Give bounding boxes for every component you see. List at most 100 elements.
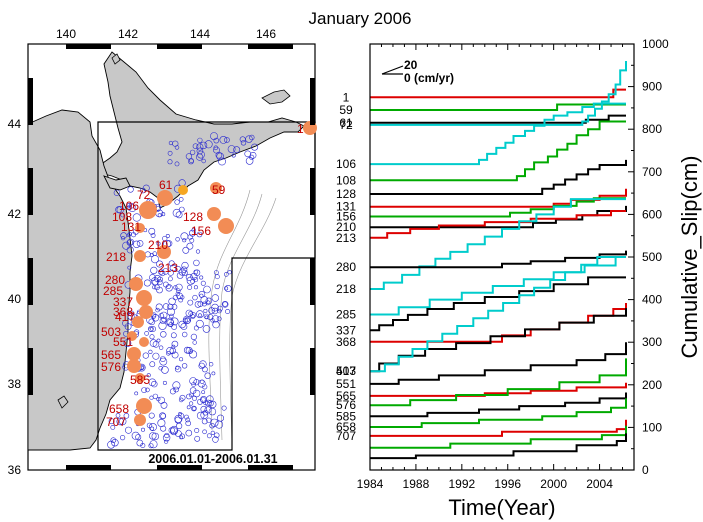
micro-quake (179, 206, 185, 213)
site-label: 210 (148, 238, 168, 252)
micro-quake (198, 290, 206, 298)
micro-quake (180, 232, 189, 241)
lat-tick-label: 44 (8, 117, 22, 131)
micro-quake (122, 241, 131, 250)
micro-quake (202, 409, 209, 416)
micro-quake (175, 283, 183, 291)
micro-quake (173, 285, 178, 290)
micro-quake (179, 394, 186, 401)
micro-quake (209, 400, 217, 409)
lat-tick-label: 38 (8, 377, 22, 391)
micro-quake (176, 288, 181, 294)
site-label: 106 (119, 199, 139, 213)
micro-quake (185, 429, 193, 437)
y-tick-label: 600 (642, 207, 662, 221)
site-label: 131 (121, 220, 141, 234)
micro-quake (188, 311, 194, 316)
site-label: 285 (103, 284, 123, 298)
micro-quake (181, 269, 188, 276)
micro-quake (217, 305, 223, 312)
micro-quake (159, 357, 168, 366)
micro-quake (210, 418, 219, 427)
micro-quake (162, 434, 171, 442)
micro-quake (192, 294, 198, 301)
micro-quake (189, 350, 198, 359)
micro-quake (174, 430, 182, 437)
micro-quake (190, 333, 197, 341)
micro-quake (178, 397, 184, 403)
micro-quake (168, 140, 173, 146)
micro-quake (166, 307, 175, 316)
micro-quake (181, 363, 188, 369)
scale-legend: 20 0 (cm/yr) (381, 58, 454, 85)
station-label: 128 (336, 187, 356, 201)
event-marker (139, 337, 149, 347)
micro-quake (221, 300, 229, 308)
micro-quake (156, 241, 161, 246)
site-label: 72 (137, 188, 151, 202)
site-label: 213 (158, 261, 178, 275)
micro-quake (202, 429, 207, 435)
micro-quake (206, 433, 212, 439)
y-tick-label: 400 (642, 293, 662, 307)
micro-quake (150, 426, 155, 431)
micro-quake (162, 303, 170, 310)
micro-quake (187, 299, 194, 306)
micro-quake (200, 405, 208, 413)
micro-quake (188, 392, 194, 398)
micro-quake (203, 313, 209, 319)
micro-quake (205, 300, 211, 306)
micro-quake (249, 154, 255, 160)
micro-quake (185, 309, 193, 317)
micro-quake (225, 308, 231, 314)
slip-series-line (370, 198, 626, 290)
event-marker (132, 316, 144, 328)
micro-quake (150, 326, 156, 332)
station-label: 213 (336, 231, 356, 245)
micro-quake (171, 351, 179, 359)
micro-quake (149, 361, 156, 368)
slip-series-line (370, 205, 627, 229)
micro-quake (240, 140, 247, 146)
border-tick (28, 78, 33, 125)
micro-quake (127, 231, 132, 237)
micro-quake (156, 260, 164, 268)
station-label: 417 (336, 364, 356, 378)
micro-quake (142, 352, 149, 359)
x-tick-label: 1996 (494, 477, 521, 491)
micro-quake (201, 301, 207, 307)
lon-tick-label: 144 (190, 27, 210, 41)
micro-quake (149, 334, 155, 340)
micro-quake (192, 395, 198, 401)
event-marker (135, 223, 145, 233)
micro-quake (149, 253, 154, 258)
micro-quake (123, 412, 130, 419)
micro-quake (195, 319, 204, 328)
micro-quake (223, 137, 230, 143)
event-marker (136, 398, 152, 414)
micro-quake (128, 202, 135, 209)
figure-title: January 2006 (308, 9, 411, 28)
slip-series-line (370, 433, 627, 460)
micro-quake (200, 379, 205, 384)
micro-quake (206, 417, 212, 423)
lat-tick-label: 40 (8, 292, 22, 306)
micro-quake (211, 294, 220, 302)
micro-quake (213, 145, 219, 151)
micro-quake (198, 313, 202, 318)
site-label: 108 (112, 210, 132, 224)
micro-quake (200, 397, 207, 403)
border-tick (157, 44, 202, 49)
micro-quake (167, 303, 174, 310)
micro-quake (203, 285, 211, 294)
micro-quake (150, 233, 156, 238)
station-label: 108 (336, 173, 356, 187)
micro-quake (175, 211, 183, 219)
micro-quake (202, 384, 208, 390)
micro-quake (119, 435, 126, 441)
site-label: 128 (183, 210, 203, 224)
micro-quake (165, 284, 173, 292)
slip-series-line (370, 61, 627, 126)
micro-quake (213, 146, 220, 154)
